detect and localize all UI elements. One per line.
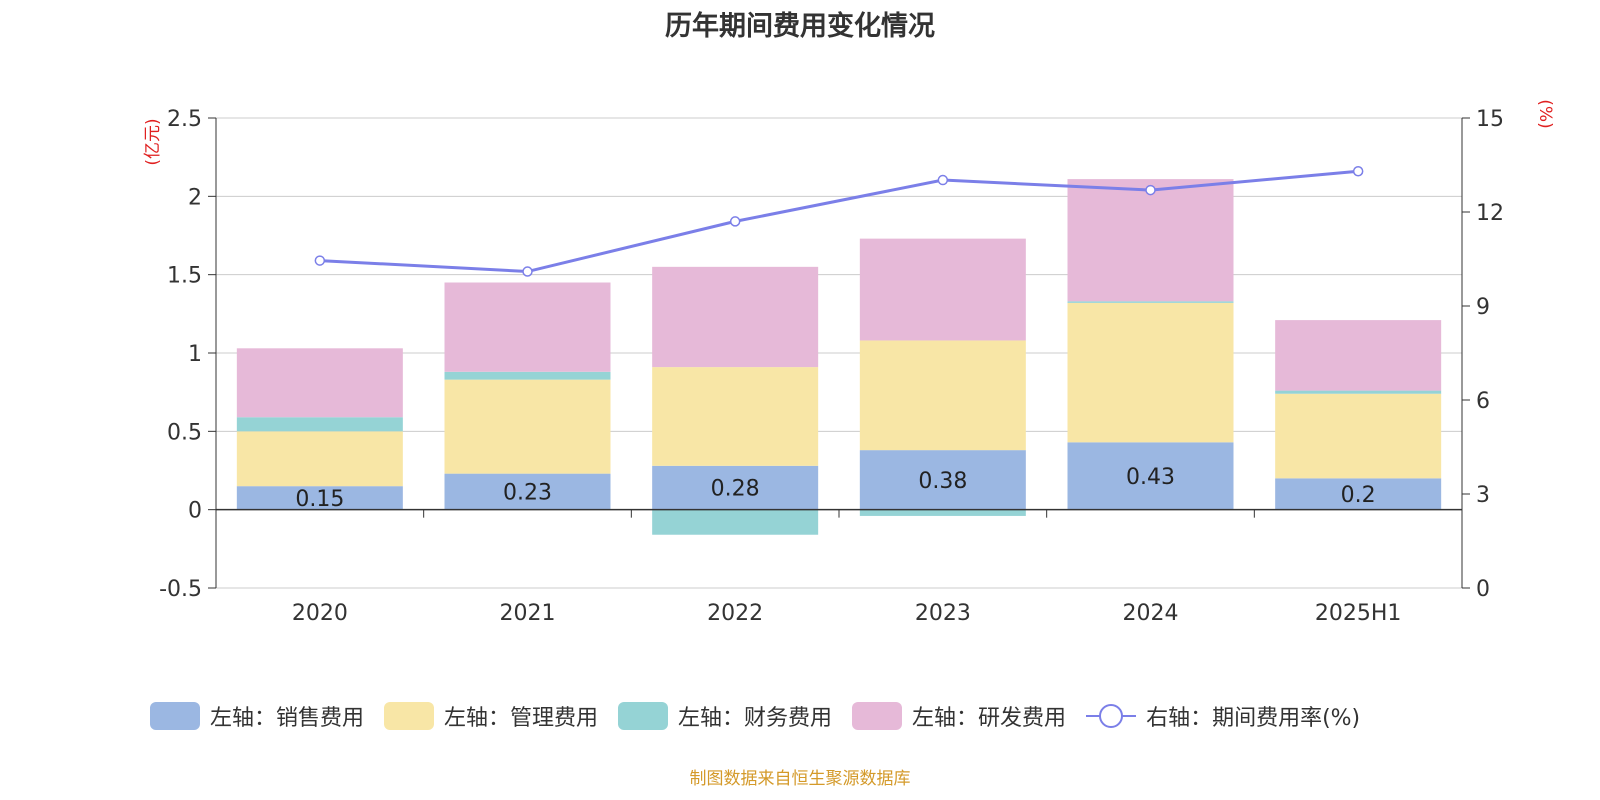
bar-admin <box>444 379 611 474</box>
data-label: 0.43 <box>1126 465 1175 490</box>
legend: 左轴：销售费用 左轴：管理费用 左轴：财务费用 左轴：研发费用 右轴：期间费用率… <box>150 700 1380 732</box>
legend-swatch-admin <box>384 702 435 730</box>
legend-line-marker-icon <box>1086 702 1137 730</box>
legend-item-rnd[interactable]: 左轴：研发费用 <box>852 700 1066 732</box>
y-left-tick-label: -0.5 <box>159 577 202 602</box>
y-right-tick-label: 6 <box>1476 389 1490 414</box>
bar-sales <box>236 486 403 510</box>
y-right-tick-label: 3 <box>1476 483 1490 508</box>
legend-swatch-sales <box>150 702 200 730</box>
legend-swatch-rnd <box>852 702 903 730</box>
bar-rnd <box>444 282 611 372</box>
rate-line <box>319 169 1359 274</box>
data-label: 0.2 <box>1341 483 1376 508</box>
data-label: 0.28 <box>711 477 760 502</box>
y-right-tick-label: 12 <box>1476 201 1504 226</box>
x-tick-label: 2022 <box>707 601 763 626</box>
bar-rnd <box>859 238 1026 341</box>
bar-finance <box>652 509 819 535</box>
x-tick-label: 2023 <box>915 601 971 626</box>
legend-label-sales: 左轴：销售费用 <box>210 706 365 731</box>
bar-admin <box>652 367 819 466</box>
bar-sales <box>444 473 611 510</box>
legend-label-finance: 左轴：财务费用 <box>678 706 833 731</box>
y-right-tick-label: 9 <box>1476 295 1490 320</box>
bar-sales <box>859 450 1026 510</box>
bar-admin <box>859 340 1026 451</box>
bar-admin <box>1275 393 1442 479</box>
bar-rnd <box>1275 320 1442 391</box>
x-tick-label: 2025H1 <box>1315 601 1402 626</box>
bar-rnd <box>1067 179 1234 302</box>
y-left-tick-label: 0.5 <box>167 420 202 445</box>
source-note: 制图数据来自恒生聚源数据库 <box>689 769 911 789</box>
y-right-tick-label: 0 <box>1476 577 1490 602</box>
bar-rnd <box>652 266 819 368</box>
y-left-unit-label: (亿元) <box>143 118 163 165</box>
bar-finance <box>1067 301 1234 303</box>
y-left-tick-label: 2.5 <box>167 107 202 132</box>
rate-point <box>314 255 326 266</box>
x-tick-label: 2024 <box>1123 601 1179 626</box>
rate-point <box>1352 166 1364 177</box>
legend-item-sales[interactable]: 左轴：销售费用 <box>150 700 364 732</box>
legend-label-rnd: 左轴：研发费用 <box>912 706 1067 731</box>
bar-finance <box>444 371 611 380</box>
legend-item-finance[interactable]: 左轴：财务费用 <box>618 700 832 732</box>
legend-label-admin: 左轴：管理费用 <box>444 706 599 731</box>
data-label: 0.15 <box>295 487 344 512</box>
legend-label-rate: 右轴：期间费用率(%) <box>1146 706 1361 731</box>
bar-finance <box>236 417 403 432</box>
y-right-tick-label: 15 <box>1476 107 1504 132</box>
rate-point <box>1145 184 1156 196</box>
rate-point <box>937 174 949 186</box>
x-tick-label: 2021 <box>500 601 556 626</box>
bar-admin <box>1067 302 1234 443</box>
data-label: 0.23 <box>503 481 552 506</box>
bar-sales <box>1275 478 1442 510</box>
bar-admin <box>236 431 403 487</box>
rate-point <box>729 216 741 227</box>
y-left-tick-label: 1.5 <box>167 264 202 289</box>
y-left-tick-label: 2 <box>188 185 202 210</box>
y-left-tick-label: 0 <box>188 499 202 524</box>
bar-finance <box>859 509 1026 516</box>
rate-point <box>522 266 533 277</box>
bar-rnd <box>236 348 403 418</box>
chart-title: 历年期间费用变化情况 <box>665 11 935 42</box>
y-right-unit-label: (%) <box>1535 99 1555 128</box>
bar-finance <box>1275 390 1442 394</box>
x-tick-label: 2020 <box>292 601 348 626</box>
y-left-tick-label: 1 <box>188 342 202 367</box>
legend-item-rate[interactable]: 右轴：期间费用率(%) <box>1086 700 1360 732</box>
legend-item-admin[interactable]: 左轴：管理费用 <box>384 700 598 732</box>
bar-sales <box>652 465 819 510</box>
legend-swatch-finance <box>618 702 669 730</box>
data-label: 0.38 <box>918 469 967 494</box>
bar-sales <box>1067 442 1234 510</box>
